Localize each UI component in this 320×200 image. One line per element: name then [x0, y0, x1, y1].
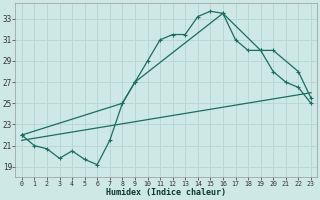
X-axis label: Humidex (Indice chaleur): Humidex (Indice chaleur): [106, 188, 226, 197]
